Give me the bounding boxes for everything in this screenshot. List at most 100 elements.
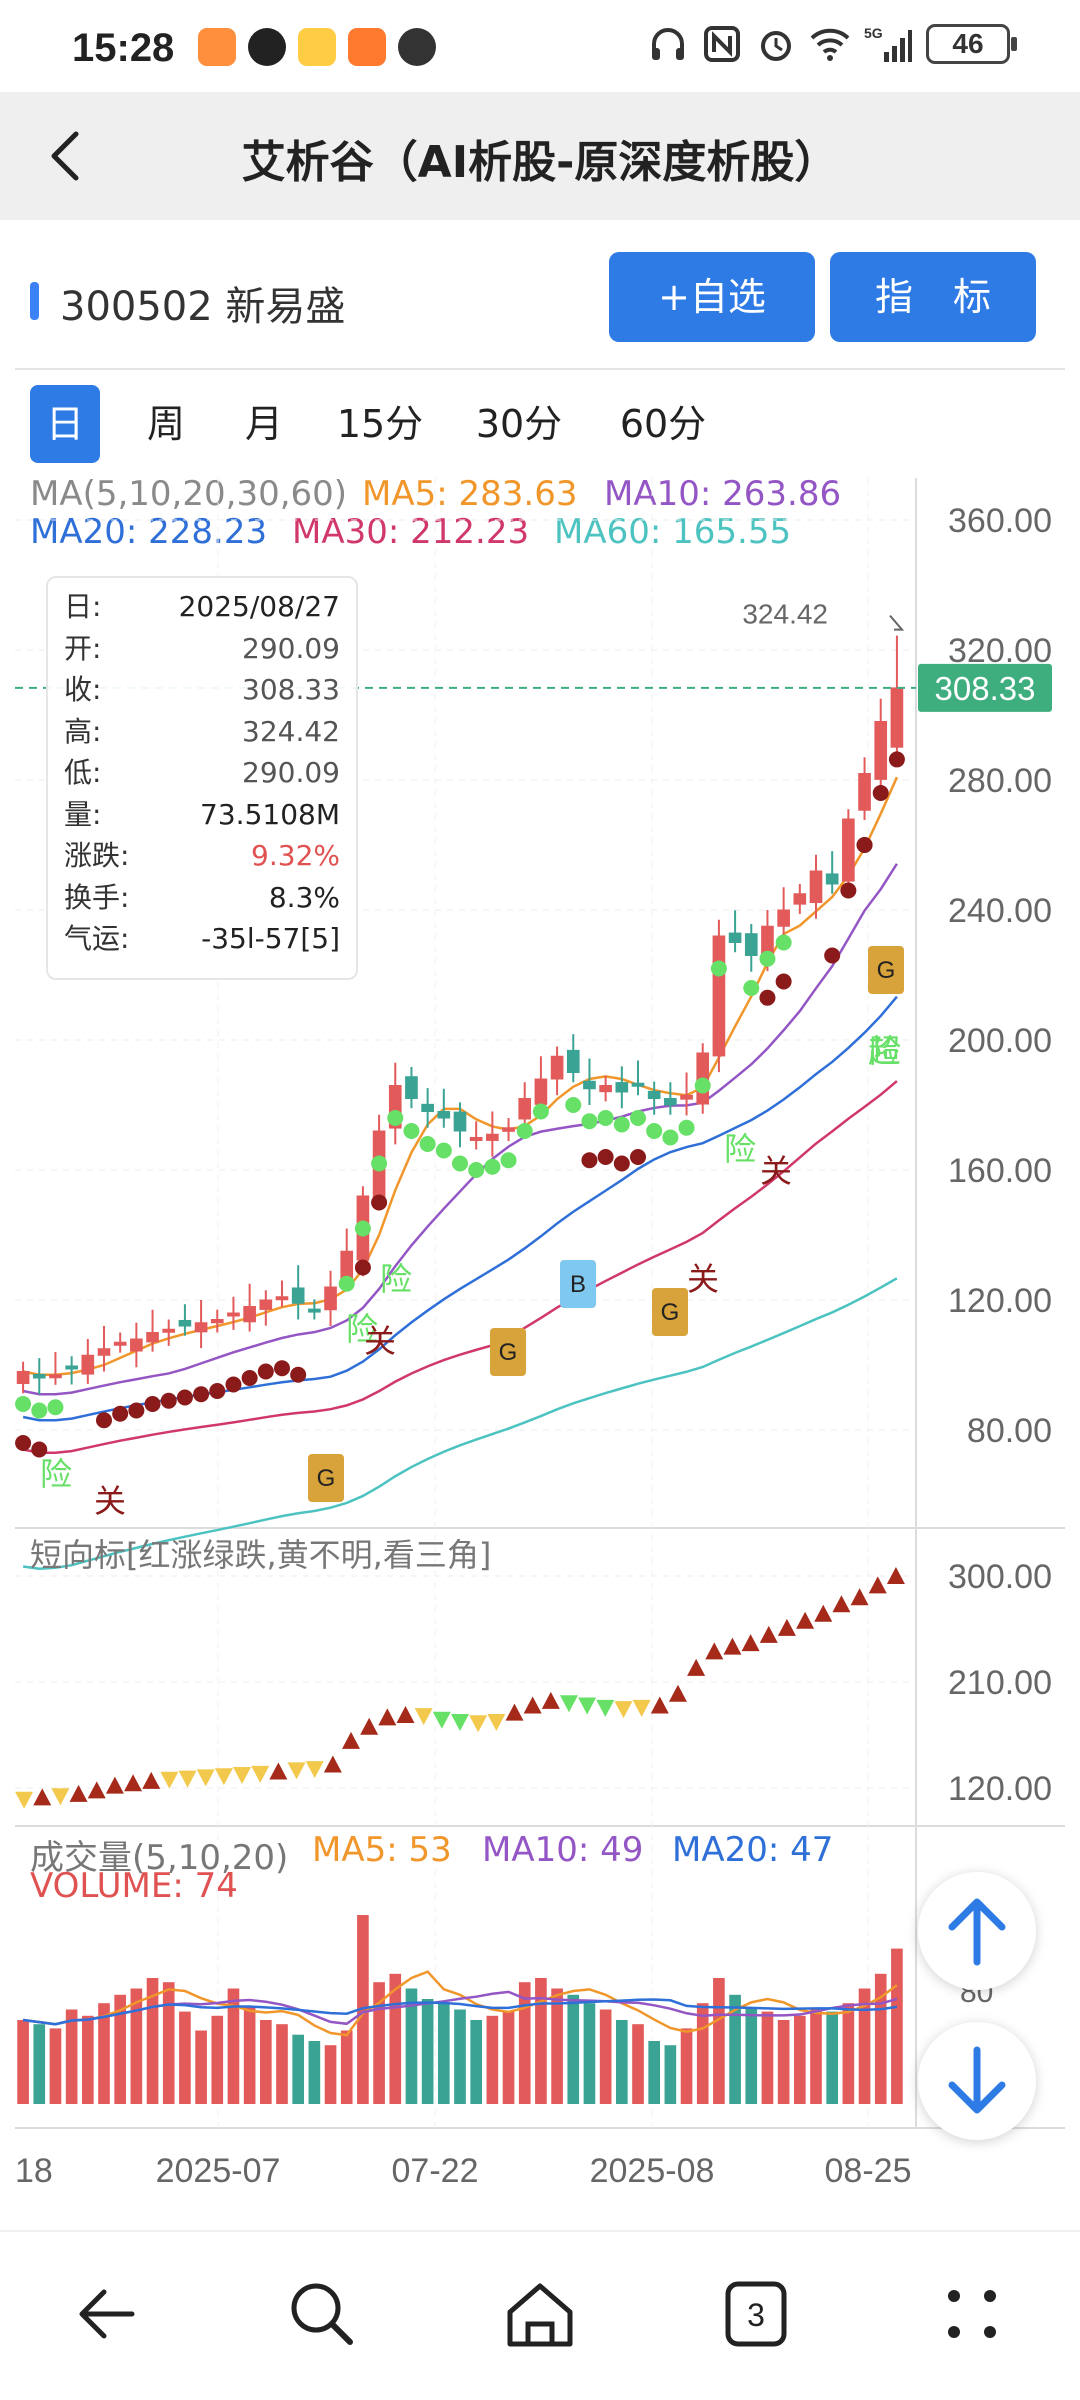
signal-dot-red bbox=[872, 785, 889, 801]
candle-body bbox=[194, 1322, 208, 1333]
short-up-triangle bbox=[868, 1576, 887, 1594]
signal-dot-green bbox=[435, 1142, 452, 1159]
candle-body bbox=[890, 687, 904, 748]
candle-body bbox=[842, 818, 855, 882]
candle-body bbox=[793, 893, 807, 905]
candle-body bbox=[421, 1103, 434, 1112]
short-neutral-triangle bbox=[251, 1765, 270, 1783]
volume-bar bbox=[891, 1948, 903, 2104]
volume-bar bbox=[632, 2024, 644, 2104]
wifi-icon bbox=[810, 28, 850, 61]
add-watchlist-button[interactable]: +自选 bbox=[609, 252, 815, 342]
candle-body bbox=[825, 873, 839, 885]
signal-dot-red bbox=[290, 1366, 307, 1383]
scroll-up-button[interactable] bbox=[918, 1872, 1036, 1990]
risk-signal: 险 bbox=[346, 1310, 378, 1348]
short-up-triangle bbox=[523, 1696, 542, 1714]
date-axis-label: 07-22 bbox=[392, 2152, 479, 2190]
tab-30min[interactable]: 30分 bbox=[475, 402, 563, 446]
date-axis-label: 2025-07 bbox=[156, 2152, 281, 2190]
short-up-triangle bbox=[886, 1567, 905, 1584]
tab-day[interactable]: 日 bbox=[30, 385, 100, 463]
nfc-icon bbox=[704, 26, 740, 62]
candle-body bbox=[566, 1049, 580, 1074]
short-up-triangle bbox=[777, 1618, 796, 1636]
candle-body bbox=[550, 1055, 564, 1080]
b-badge bbox=[560, 1260, 596, 1308]
candle-body bbox=[502, 1127, 515, 1132]
info-row-change: 涨跌: 9.32% bbox=[64, 839, 340, 872]
short-up-triangle bbox=[396, 1705, 415, 1723]
tab-month[interactable]: 月 bbox=[244, 402, 283, 446]
candle-body bbox=[874, 721, 888, 780]
volume-bar bbox=[502, 2011, 515, 2104]
short-up-triangle bbox=[124, 1774, 143, 1792]
signal-dot-green bbox=[662, 1129, 679, 1146]
candle-body bbox=[324, 1286, 337, 1311]
volume-ma5-legend: MA5: 53 bbox=[312, 1830, 452, 1870]
candle-body bbox=[777, 909, 790, 927]
short-neutral-triangle bbox=[15, 1791, 34, 1809]
volume-bar bbox=[195, 2030, 207, 2104]
tab-60min[interactable]: 60分 bbox=[619, 402, 707, 446]
short-up-triangle bbox=[269, 1762, 288, 1780]
signal-dot-red bbox=[581, 1152, 598, 1169]
volume-bar bbox=[470, 2020, 483, 2104]
risk-signal: 险 bbox=[724, 1130, 756, 1168]
short-up-triangle bbox=[687, 1658, 706, 1676]
ma5-legend: MA5: 283.63 bbox=[362, 474, 578, 514]
signal-dot-red bbox=[613, 1155, 630, 1172]
wechat-icon bbox=[398, 28, 436, 66]
candle-body bbox=[210, 1319, 224, 1324]
nav-home-icon[interactable] bbox=[500, 2274, 580, 2354]
page-title: 艾析谷（AI析股-原深度析股） bbox=[241, 137, 839, 188]
volume-bar bbox=[146, 1978, 159, 2104]
signal-dot-green bbox=[403, 1123, 420, 1139]
volume-bar bbox=[518, 1982, 531, 2104]
ma30-legend: MA30: 212.23 bbox=[292, 512, 530, 552]
volume-bar bbox=[810, 2009, 822, 2104]
volume-bar bbox=[243, 2007, 256, 2104]
candle-body bbox=[664, 1098, 677, 1106]
nav-back-icon[interactable] bbox=[70, 2274, 150, 2354]
signal-dot-red bbox=[225, 1376, 242, 1393]
volume-bar bbox=[696, 2003, 709, 2104]
info-row-high: 高: 324.42 bbox=[64, 714, 340, 748]
short-down-triangle bbox=[559, 1695, 578, 1713]
volume-bar bbox=[81, 2015, 94, 2104]
tab-15min[interactable]: 15分 bbox=[336, 402, 424, 446]
candle-body bbox=[534, 1078, 548, 1105]
nav-tabs-icon[interactable]: 3 bbox=[716, 2274, 796, 2354]
candle-body bbox=[405, 1076, 418, 1099]
short-neutral-triangle bbox=[233, 1767, 252, 1785]
svg-text:3: 3 bbox=[747, 2297, 765, 2333]
current-price-tag bbox=[918, 663, 1052, 712]
volume-bar bbox=[65, 2009, 78, 2104]
price-axis-label: 280.00 bbox=[948, 762, 1052, 800]
system-icons: 5G 46 bbox=[648, 24, 1017, 64]
scroll-down-button[interactable] bbox=[918, 2022, 1036, 2140]
short-up-triangle bbox=[87, 1781, 106, 1799]
short-down-triangle bbox=[578, 1697, 597, 1715]
nav-search-icon[interactable] bbox=[282, 2274, 362, 2354]
volume-bar bbox=[276, 2024, 288, 2104]
indicator-button[interactable]: 指 标 bbox=[830, 252, 1036, 342]
signal-dot-green bbox=[678, 1119, 695, 1136]
short-neutral-triangle bbox=[469, 1715, 488, 1733]
volume-ma20-legend: MA20: 47 bbox=[672, 1830, 834, 1870]
volume-bar bbox=[599, 2009, 612, 2104]
nav-menu-icon[interactable] bbox=[932, 2274, 1012, 2354]
short-up-triangle bbox=[759, 1625, 778, 1643]
short-neutral-triangle bbox=[51, 1788, 70, 1806]
short-axis-label: 300.00 bbox=[948, 1558, 1052, 1596]
signal-dot-red bbox=[144, 1396, 161, 1412]
volume-bar bbox=[98, 2003, 110, 2104]
signal-dot-red bbox=[597, 1149, 614, 1165]
tab-week[interactable]: 周 bbox=[146, 402, 185, 446]
short-up-triangle bbox=[705, 1642, 724, 1660]
short-up-triangle bbox=[323, 1755, 342, 1773]
short-up-triangle bbox=[723, 1637, 742, 1655]
candle-body bbox=[615, 1082, 629, 1093]
back-arrow-icon[interactable] bbox=[30, 118, 106, 194]
